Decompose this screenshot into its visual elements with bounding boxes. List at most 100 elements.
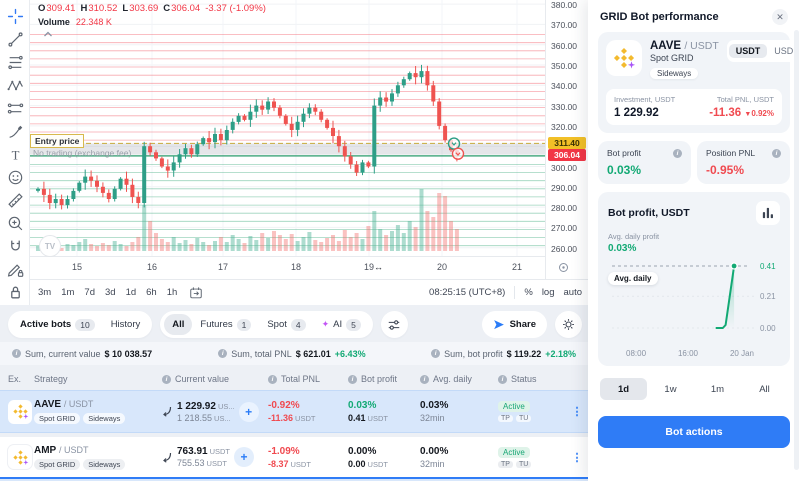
tool-crosshair-icon[interactable] bbox=[0, 5, 30, 28]
row-menu-button[interactable]: ⋮ bbox=[571, 451, 583, 464]
tool-brush-icon[interactable] bbox=[0, 120, 30, 143]
range-1d[interactable]: 1d bbox=[600, 378, 647, 400]
no-trading-band-label: No trading (exchange fee) bbox=[33, 148, 132, 158]
filter-spot[interactable]: Spot 4 bbox=[259, 314, 313, 335]
currency-usdt[interactable]: USDT bbox=[728, 44, 768, 58]
tool-fib-retracement-icon[interactable] bbox=[0, 51, 30, 74]
price-axis[interactable]: 380.00 370.00 360.00 350.00 340.00 330.00 320.… bbox=[545, 0, 588, 279]
bar-chart-icon bbox=[762, 207, 773, 219]
goto-date-button[interactable] bbox=[189, 286, 203, 300]
last-price-badge: 306.04 bbox=[548, 149, 586, 161]
mini-x-tick: 20 Jan bbox=[729, 349, 754, 358]
time-axis[interactable]: 15 16 17 18 19 20 21 ↔ bbox=[30, 256, 588, 279]
panel-scrollbar[interactable] bbox=[794, 30, 799, 470]
candlestick-chart[interactable] bbox=[30, 0, 545, 256]
tab-active-bots-label: Active bots bbox=[20, 319, 72, 330]
tool-long-position-icon[interactable] bbox=[0, 97, 30, 120]
info-icon[interactable]: i bbox=[268, 374, 277, 384]
filter-futures[interactable]: Futures 1 bbox=[192, 314, 259, 335]
time-range-selector: 1d 1w 1m All bbox=[598, 376, 790, 402]
tool-ruler-icon[interactable] bbox=[0, 189, 30, 212]
column-header[interactable]: i Total PNL bbox=[268, 374, 348, 384]
filter-settings-button[interactable] bbox=[380, 311, 408, 338]
tool-trend-line-icon[interactable] bbox=[0, 28, 30, 51]
info-icon[interactable]: i bbox=[218, 349, 228, 358]
column-header[interactable]: i Avg. daily bbox=[420, 374, 498, 384]
volume-legend: Volume 22.348 K bbox=[38, 17, 112, 27]
bot-summary-card: AAVE / USDT Spot GRID Sideways USDT USD I… bbox=[598, 32, 800, 133]
info-icon[interactable]: i bbox=[12, 349, 21, 358]
tradingview-logo[interactable]: TV bbox=[39, 235, 61, 257]
add-funds-button[interactable]: + bbox=[234, 447, 255, 467]
column-header[interactable]: Ex. bbox=[8, 374, 22, 384]
info-icon[interactable]: i bbox=[673, 148, 682, 158]
settings-gear-button[interactable] bbox=[555, 311, 582, 338]
filter-all[interactable]: All bbox=[164, 314, 193, 335]
chart-bottom-toolbar: 3m 1m 7d 3d 1d 6h 1h 08:25:15 (UTC+8) % log auto bbox=[30, 279, 588, 305]
timeframe-3m[interactable]: 3m bbox=[38, 287, 52, 298]
info-icon[interactable]: i bbox=[420, 374, 429, 384]
info-icon[interactable]: i bbox=[431, 349, 441, 358]
profit-mini-chart: Avg. daily 0.41 0.21 0.00 08:00 16:00 20 Jan bbox=[608, 258, 780, 360]
scale-%-button[interactable]: % bbox=[524, 287, 533, 298]
chart-type-button[interactable] bbox=[756, 201, 780, 225]
scale-log-button[interactable]: log bbox=[541, 287, 555, 298]
tab-history[interactable]: History bbox=[110, 319, 141, 330]
add-funds-button[interactable]: + bbox=[238, 401, 259, 422]
scale-auto-button[interactable]: auto bbox=[563, 287, 583, 298]
info-icon[interactable]: i bbox=[498, 374, 507, 384]
timeframe-1d[interactable]: 1d bbox=[125, 287, 137, 298]
info-icon[interactable]: i bbox=[162, 374, 171, 384]
close-icon[interactable]: ✕ bbox=[772, 9, 788, 25]
timeframe-1h[interactable]: 1h bbox=[166, 287, 178, 298]
timeframe-6h[interactable]: 6h bbox=[146, 287, 157, 298]
column-header[interactable]: i Bot profit bbox=[348, 374, 420, 384]
ohlc-legend: O309.41 H310.52 L303.69 C306.04 -3.37 (-1.09… bbox=[38, 3, 266, 14]
grid-bot-performance-panel: GRID Bot performance ✕ AAVE / USDT Spot … bbox=[588, 0, 800, 481]
entry-price-tooltip: Entry price bbox=[30, 134, 85, 148]
status-badge: Active bbox=[498, 446, 530, 458]
currency-toggle: USDT USD bbox=[726, 40, 800, 62]
price-tick: 380.00 bbox=[551, 0, 577, 10]
total-pnl-pct: 0.92% bbox=[751, 109, 774, 118]
price-tick: 350.00 bbox=[551, 61, 577, 71]
row-menu-button[interactable]: ⋮ bbox=[571, 406, 583, 418]
bot-actions-button[interactable]: Bot actions bbox=[598, 416, 790, 448]
price-chart[interactable]: O309.41 H310.52 L303.69 C306.04 -3.37 (-1.09… bbox=[30, 0, 545, 257]
price-tick: 290.00 bbox=[551, 183, 577, 193]
tool-lock-icon[interactable] bbox=[0, 281, 30, 304]
column-header[interactable]: Strategy bbox=[34, 374, 68, 384]
tool-zoom-in-icon[interactable] bbox=[0, 212, 30, 235]
info-icon[interactable]: i bbox=[772, 148, 781, 158]
clock[interactable]: 08:25:15 (UTC+8) bbox=[429, 287, 506, 298]
filter-ai[interactable]: ✦ AI 5 bbox=[314, 314, 369, 335]
timeframe-3d[interactable]: 3d bbox=[104, 287, 116, 298]
tool-edit-lock-icon[interactable] bbox=[0, 258, 30, 281]
tool-text-icon[interactable]: T bbox=[0, 143, 30, 166]
timeframe-1m[interactable]: 1m bbox=[61, 287, 75, 298]
time-tick: 17 bbox=[218, 262, 229, 272]
svg-text:T: T bbox=[11, 148, 19, 162]
bot-row-amp[interactable]: AMP / USDT Spot GRID Sideways 763.91 USDT 755… bbox=[0, 437, 588, 477]
column-header[interactable]: i Status bbox=[498, 374, 566, 384]
tool-magnet-icon[interactable] bbox=[0, 235, 30, 258]
tool-emoji-icon[interactable] bbox=[0, 166, 30, 189]
info-icon[interactable]: i bbox=[348, 374, 357, 384]
tool-xabcd-pattern-icon[interactable] bbox=[0, 74, 30, 97]
timeframe-7d[interactable]: 7d bbox=[84, 287, 95, 298]
currency-usd[interactable]: USD bbox=[774, 46, 794, 56]
bot-row-aave[interactable]: AAVE / USDT Spot GRID Sideways 1 229.92 US..… bbox=[0, 390, 588, 433]
collapse-legend-icon[interactable] bbox=[43, 31, 53, 38]
range-1w[interactable]: 1w bbox=[664, 383, 677, 395]
profit-card-title: Bot profit, USDT bbox=[608, 207, 690, 219]
range-all[interactable]: All bbox=[759, 383, 770, 395]
next-row-partial[interactable] bbox=[0, 477, 588, 481]
status-badge: Active bbox=[498, 401, 530, 412]
scale-target-icon[interactable] bbox=[557, 261, 570, 279]
column-header[interactable]: i Current value bbox=[162, 374, 268, 384]
range-1m[interactable]: 1m bbox=[710, 383, 725, 395]
share-button[interactable]: Share bbox=[481, 311, 547, 338]
bot-type-filters: All Futures 1 Spot 4 ✦ AI 5 bbox=[160, 311, 373, 338]
tab-active-bots[interactable]: Active bots 10 bbox=[12, 314, 103, 335]
